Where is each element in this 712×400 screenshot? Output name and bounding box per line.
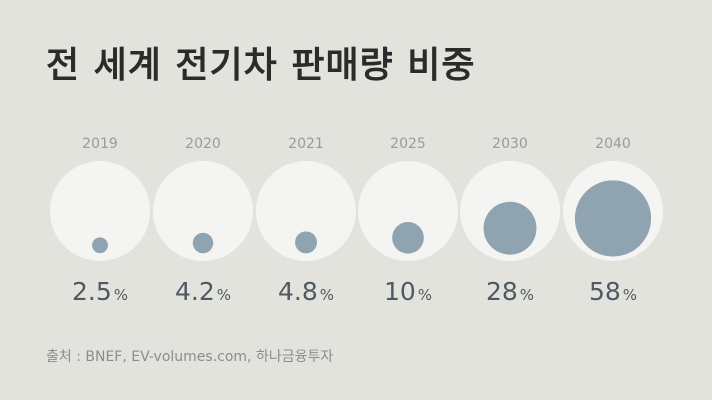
year-label: 2030	[492, 136, 528, 152]
value-label: 10%	[384, 277, 432, 306]
value-bubble	[295, 231, 317, 254]
year-label: 2020	[185, 136, 221, 152]
source-note: 출처 : BNEF, EV-volumes.com, 하나금융투자	[46, 349, 334, 365]
value-bubble	[574, 180, 652, 257]
year-label: 2021	[288, 136, 324, 152]
total-circle	[358, 161, 458, 261]
value-bubble	[92, 237, 108, 254]
value-label: 58%	[589, 277, 637, 306]
total-circle	[50, 161, 150, 261]
total-circle	[256, 161, 356, 261]
value-bubble	[392, 221, 424, 254]
year-label: 2040	[595, 136, 631, 152]
value-bubble	[483, 201, 537, 255]
chart-title: 전 세계 전기차 판매량 비중	[46, 45, 476, 86]
year-label: 2025	[390, 136, 426, 152]
value-label: 2.5%	[72, 277, 128, 306]
bubble-chart: 2019 2.5 % 2020 4.2 % 2021 4.8 % 2025 10 % 2030 28 % 20…	[50, 136, 663, 306]
value-label: 28%	[486, 277, 534, 306]
value-label: 4.2%	[175, 277, 231, 306]
total-circle	[153, 161, 253, 261]
value-label: 4.8%	[278, 277, 334, 306]
value-bubble	[192, 232, 214, 254]
year-label: 2019	[82, 136, 118, 152]
